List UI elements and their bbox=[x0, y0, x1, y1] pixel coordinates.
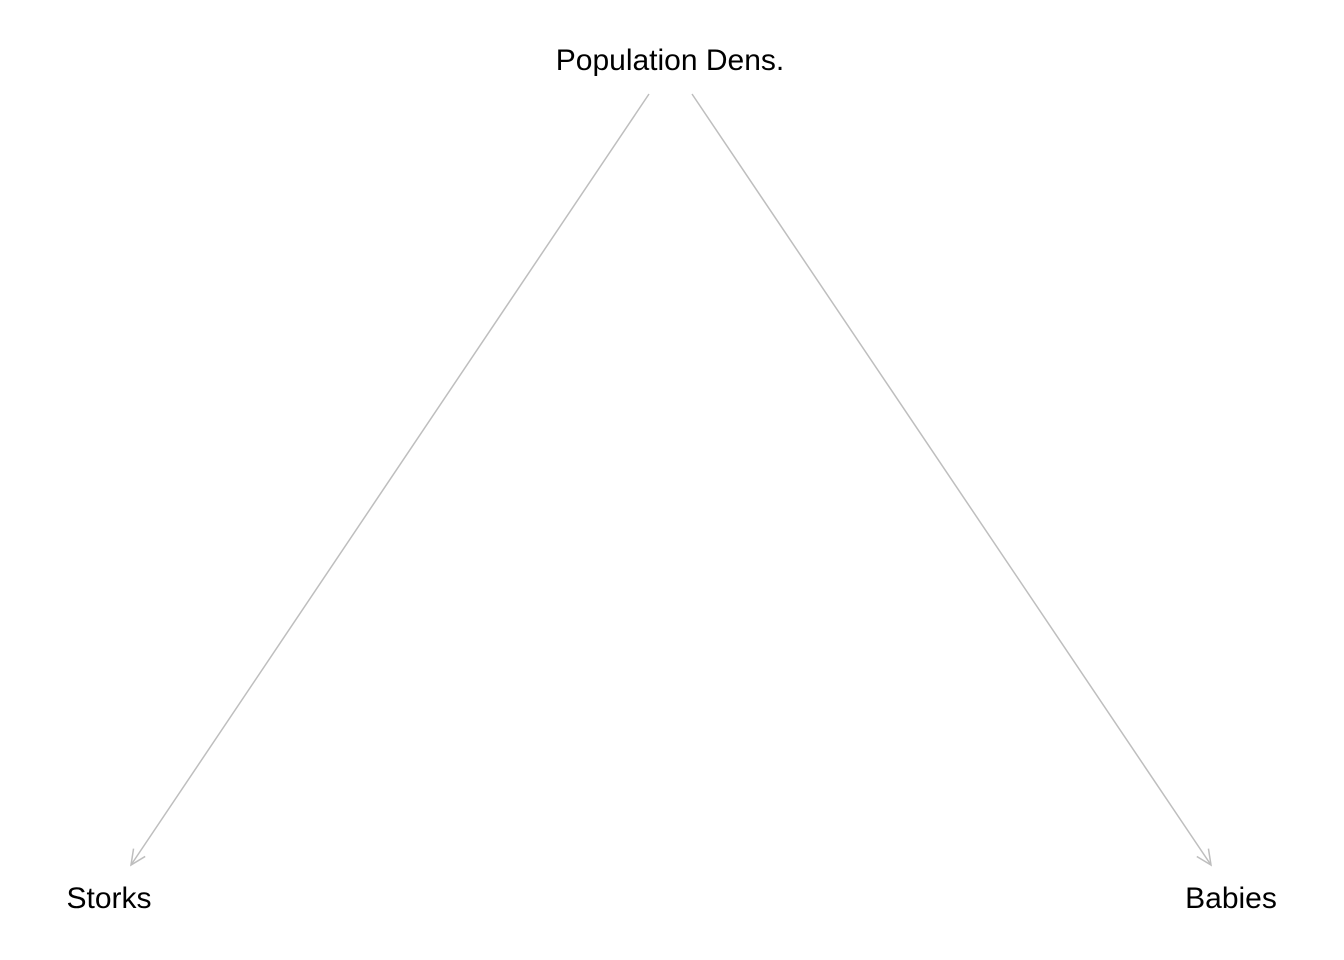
edge-population-to-storks bbox=[130, 93, 650, 867]
node-population-density: Population Dens. bbox=[555, 44, 785, 77]
node-babies: Babies bbox=[1185, 882, 1277, 915]
node-storks: Storks bbox=[66, 882, 152, 915]
edge-population-to-babies bbox=[691, 93, 1212, 867]
